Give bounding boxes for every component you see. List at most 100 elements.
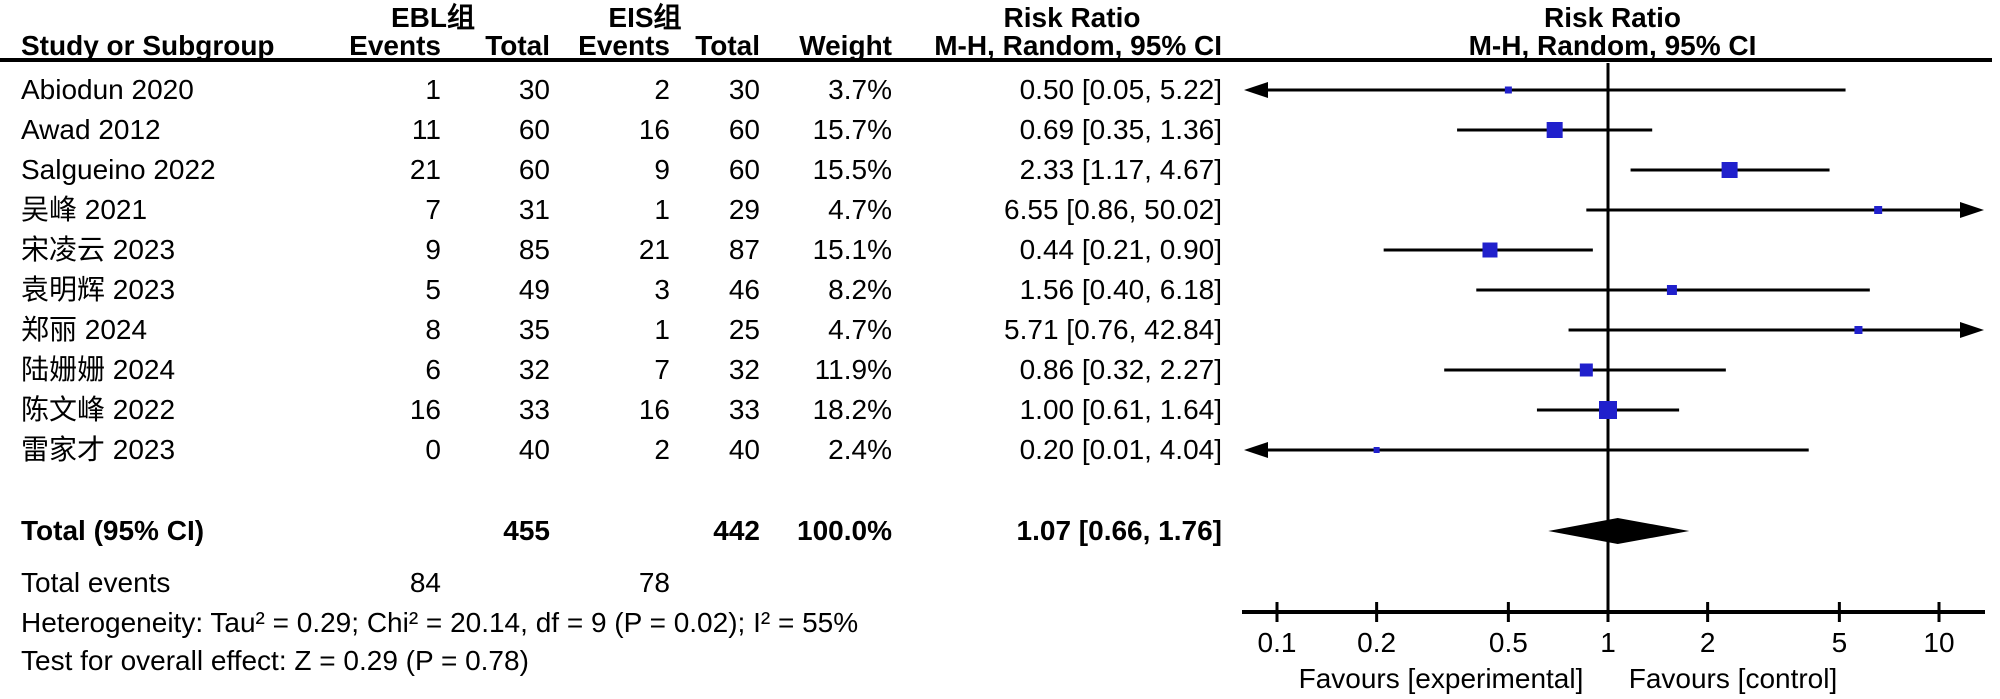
events1-value: 9 xyxy=(425,234,441,265)
study-name: 袁明辉 2023 xyxy=(21,274,176,305)
effect-marker xyxy=(1546,122,1563,138)
right-arrow xyxy=(1960,322,1984,338)
events2-value: 1 xyxy=(654,314,670,345)
table-row: Awad 2012 11 60 16 60 15.7% 0.69 [0.35, 1.36] xyxy=(0,110,1230,150)
tick-label: 0.5 xyxy=(1489,627,1528,658)
col-header-weight: Weight xyxy=(799,30,892,61)
weight-value: 4.7% xyxy=(828,194,892,225)
total1-value: 30 xyxy=(518,74,550,105)
favours-right-label: Favours [control] xyxy=(1629,663,1838,694)
total2-value: 60 xyxy=(728,154,760,185)
events2-value: 2 xyxy=(654,74,670,105)
table-row: 陈文峰 2022 16 33 16 33 18.2% 1.00 [0.61, 1.64] xyxy=(0,390,1230,430)
total2-value: 30 xyxy=(728,74,760,105)
study-name: 宋凌云 2023 xyxy=(21,234,176,265)
total-events2: 78 xyxy=(638,567,670,598)
tick-label: 10 xyxy=(1923,627,1954,658)
total2-value: 87 xyxy=(728,234,760,265)
risk-ratio-ci-value: 6.55 [0.86, 50.02] xyxy=(1004,194,1222,225)
total2-value: 60 xyxy=(728,114,760,145)
risk-ratio-ci-value: 0.20 [0.01, 4.04] xyxy=(1019,434,1222,465)
study-name: 陈文峰 2022 xyxy=(21,394,176,425)
weight-value: 18.2% xyxy=(812,394,892,425)
tick-label: 5 xyxy=(1832,627,1848,658)
risk-ratio-ci-value: 0.50 [0.05, 5.22] xyxy=(1019,74,1222,105)
table-row: 宋凌云 2023 9 85 21 87 15.1% 0.44 [0.21, 0.90] xyxy=(0,230,1230,270)
total2-value: 46 xyxy=(728,274,760,305)
tick-label: 0.2 xyxy=(1357,627,1396,658)
weight-value: 15.5% xyxy=(812,154,892,185)
events1-value: 5 xyxy=(425,274,441,305)
events2-value: 16 xyxy=(638,394,670,425)
total-row: Total (95% CI) 455 442 100.0% 1.07 [0.66, 1.… xyxy=(0,511,1230,551)
events2-value: 3 xyxy=(654,274,670,305)
events1-value: 8 xyxy=(425,314,441,345)
total-events-label: Total events xyxy=(21,567,171,598)
total2-value: 33 xyxy=(728,394,760,425)
pooled-diamond xyxy=(1548,518,1690,544)
risk-ratio-ci-value: 0.44 [0.21, 0.90] xyxy=(1019,234,1222,265)
effect-marker xyxy=(1666,285,1677,295)
effect-marker xyxy=(1482,242,1498,258)
study-name: 陆姗姗 2024 xyxy=(21,354,176,385)
total-weight: 100.0% xyxy=(797,515,892,546)
events2-value: 2 xyxy=(654,434,670,465)
effect-marker xyxy=(1579,363,1593,377)
weight-value: 2.4% xyxy=(828,434,892,465)
col-header-study: Study or Subgroup xyxy=(21,30,275,61)
effect-marker xyxy=(1373,447,1380,453)
total2-value: 40 xyxy=(728,434,760,465)
table-row: 雷家才 2023 0 40 2 40 2.4% 0.20 [0.01, 4.04] xyxy=(0,430,1230,470)
weight-value: 8.2% xyxy=(828,274,892,305)
header-row-groups: EBL组 EIS组 Risk Ratio Risk Ratio xyxy=(0,1,2000,35)
effect-marker xyxy=(1504,86,1512,94)
risk-ratio-ci-value: 1.56 [0.40, 6.18] xyxy=(1019,274,1222,305)
heterogeneity-note: Heterogeneity: Tau² = 0.29; Chi² = 20.14… xyxy=(21,607,859,638)
total2-sum: 442 xyxy=(713,515,760,546)
tick-label: 2 xyxy=(1700,627,1716,658)
col-header-total1: Total xyxy=(485,30,550,61)
header-divider xyxy=(0,58,1992,62)
col-header-events2: Events xyxy=(578,30,670,61)
col-header-mh-text: M-H, Random, 95% CI xyxy=(934,30,1222,61)
total-events-row: Total events 84 78 xyxy=(0,563,1230,603)
risk-ratio-ci-value: 2.33 [1.17, 4.67] xyxy=(1019,154,1222,185)
col-header-total2: Total xyxy=(695,30,760,61)
study-name: 郑丽 2024 xyxy=(21,314,148,345)
table-row: 郑丽 2024 8 35 1 25 4.7% 5.71 [0.76, 42.84] xyxy=(0,310,1230,350)
study-name: Abiodun 2020 xyxy=(21,74,194,105)
effect-marker xyxy=(1854,326,1863,334)
total1-value: 60 xyxy=(518,114,550,145)
effect-marker xyxy=(1599,401,1617,419)
weight-value: 3.7% xyxy=(828,74,892,105)
left-arrow xyxy=(1244,82,1268,98)
study-name: Awad 2012 xyxy=(21,114,161,145)
col-header-mh-plot: M-H, Random, 95% CI xyxy=(1468,30,1757,61)
total2-value: 29 xyxy=(728,194,760,225)
events2-value: 1 xyxy=(654,194,670,225)
total-risk-ratio-ci: 1.07 [0.66, 1.76] xyxy=(1016,515,1222,546)
events1-value: 0 xyxy=(425,434,441,465)
events1-value: 11 xyxy=(411,114,441,145)
total2-value: 32 xyxy=(728,354,760,385)
weight-value: 11.9% xyxy=(814,354,892,385)
weight-value: 4.7% xyxy=(828,314,892,345)
risk-ratio-ci-value: 1.00 [0.61, 1.64] xyxy=(1019,394,1222,425)
study-name: 吴峰 2021 xyxy=(21,194,148,225)
events2-value: 9 xyxy=(654,154,670,185)
weight-value: 15.7% xyxy=(812,114,892,145)
events1-value: 16 xyxy=(409,394,441,425)
total1-sum: 455 xyxy=(503,515,550,546)
events2-value: 21 xyxy=(638,234,670,265)
group1-header: EBL组 xyxy=(390,2,475,33)
right-arrow xyxy=(1960,202,1984,218)
total1-value: 85 xyxy=(518,234,550,265)
events1-value: 7 xyxy=(425,194,441,225)
events1-value: 1 xyxy=(425,74,441,105)
weight-value: 15.1% xyxy=(812,234,892,265)
favours-left-label: Favours [experimental] xyxy=(1299,663,1584,694)
tick-label: 0.1 xyxy=(1258,627,1297,658)
total1-value: 60 xyxy=(518,154,550,185)
risk-ratio-text-header: Risk Ratio xyxy=(1003,2,1141,33)
